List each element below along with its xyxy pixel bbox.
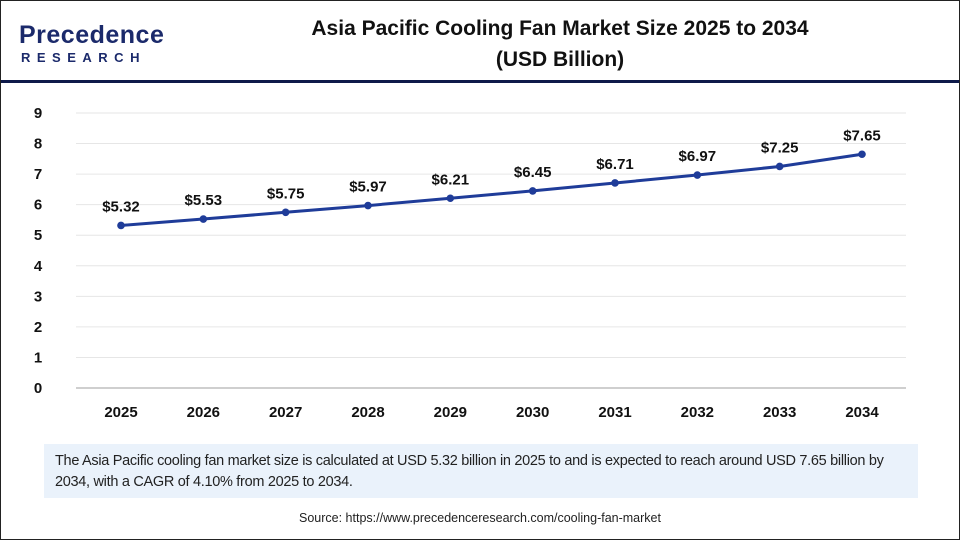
data-label: $6.97 <box>679 148 717 165</box>
info-box: The Asia Pacific cooling fan market size… <box>44 444 918 498</box>
x-tick-label: 2031 <box>598 404 631 421</box>
data-label: $6.71 <box>596 156 634 173</box>
x-tick-label: 2030 <box>516 404 549 421</box>
y-tick-label: 0 <box>34 380 42 397</box>
data-label: $5.97 <box>349 179 387 196</box>
series-line <box>120 152 863 227</box>
x-tick-label: 2032 <box>681 404 714 421</box>
x-tick-label: 2034 <box>845 404 879 421</box>
data-point <box>281 208 290 217</box>
y-tick-label: 8 <box>34 136 42 153</box>
data-point <box>693 171 702 179</box>
data-label: $5.32 <box>102 198 140 215</box>
logo: Precedence RESEARCH <box>19 21 164 65</box>
chart-title: Asia Pacific Cooling Fan Market Size 202… <box>221 13 899 75</box>
y-tick-label: 1 <box>34 349 42 366</box>
data-point <box>775 162 784 171</box>
source-text: Source: https://www.precedenceresearch.c… <box>299 511 661 525</box>
x-tick-label: 2025 <box>104 404 137 421</box>
data-label: $6.45 <box>514 164 552 181</box>
data-label: $5.75 <box>267 185 305 202</box>
data-point <box>117 221 125 230</box>
data-point <box>528 187 537 195</box>
x-tick-label: 2029 <box>434 404 467 421</box>
x-tick-label: 2027 <box>269 404 302 421</box>
y-tick-label: 2 <box>34 319 42 336</box>
x-tick-label: 2033 <box>763 404 796 421</box>
data-point <box>611 179 619 187</box>
data-point <box>446 194 455 203</box>
data-label: $5.53 <box>185 192 223 209</box>
data-label: $7.25 <box>761 139 799 156</box>
title-line-2: (USD Billion) <box>495 48 625 71</box>
title-line-1: Asia Pacific Cooling Fan Market Size 202… <box>311 17 809 40</box>
y-tick-label: 3 <box>34 288 42 305</box>
y-tick-label: 7 <box>34 166 42 183</box>
logo-brand: Precedence <box>19 21 165 49</box>
data-label: $6.21 <box>432 171 470 188</box>
y-tick-label: 9 <box>34 105 42 122</box>
y-tick-label: 5 <box>34 227 42 244</box>
x-tick-label: 2028 <box>351 404 384 421</box>
data-point <box>364 201 372 210</box>
x-tick-label: 2026 <box>187 404 220 421</box>
logo-sub: RESEARCH <box>21 50 146 65</box>
line-chart: 0 1 2 3 4 5 6 7 8 9 2025 2026 2027 2028 2029 2030 2031 20… <box>34 105 906 421</box>
y-tick-label: 6 <box>34 197 42 214</box>
data-label: $7.65 <box>843 127 881 144</box>
header-divider <box>1 80 959 83</box>
y-tick-label: 4 <box>34 258 43 275</box>
data-point <box>858 150 866 159</box>
data-point <box>199 215 208 223</box>
